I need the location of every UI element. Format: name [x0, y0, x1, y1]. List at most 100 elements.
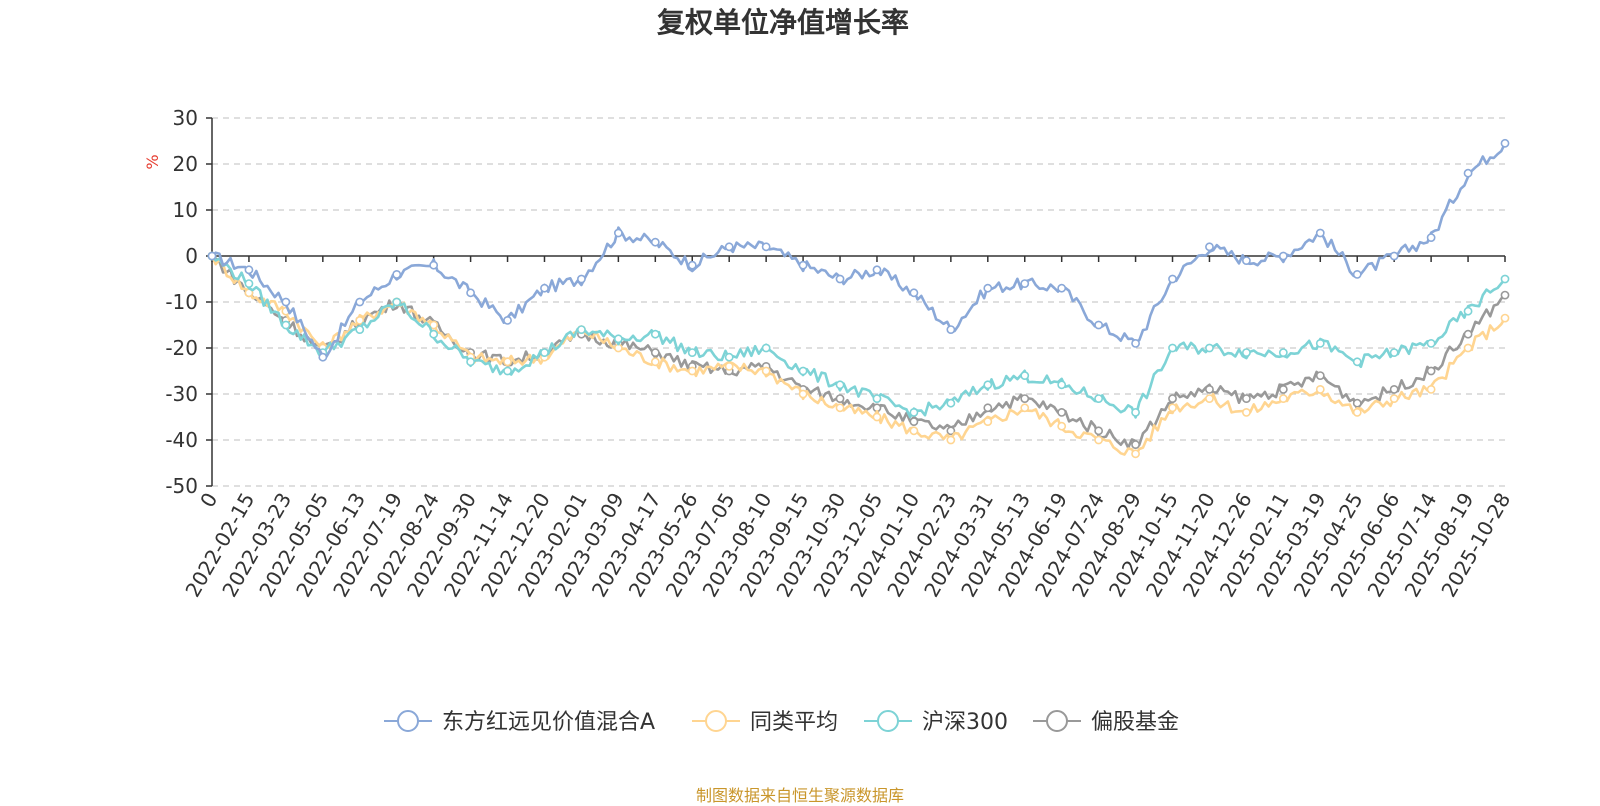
data-point: [1426, 366, 1436, 376]
data-point: [761, 366, 771, 376]
data-point: [687, 348, 697, 357]
data-point: [909, 417, 919, 426]
data-point: [540, 348, 549, 357]
data-point: [1389, 348, 1399, 357]
data-point: [613, 343, 623, 353]
data-point: [1352, 407, 1362, 417]
data-point: [1426, 338, 1436, 348]
data-point: [1242, 394, 1251, 403]
data-point: [1057, 421, 1067, 431]
data-point: [650, 329, 660, 339]
data-point: [1352, 269, 1362, 279]
data-point: [650, 348, 660, 357]
data-point: [650, 237, 660, 247]
data-point: [1315, 384, 1325, 394]
data-point: [1168, 343, 1177, 353]
data-point: [946, 426, 956, 436]
data-point: [1463, 168, 1473, 178]
y-tick-label: -30: [165, 382, 198, 406]
legend-marker: [1046, 710, 1068, 732]
data-point: [946, 435, 956, 445]
data-point: [761, 343, 771, 353]
data-point: [1168, 394, 1177, 403]
data-point: [983, 380, 993, 390]
chart-title: 复权单位净值增长率: [657, 6, 909, 39]
data-point: [1131, 440, 1140, 449]
data-point: [1205, 343, 1214, 353]
data-point: [577, 325, 586, 334]
data-point: [798, 389, 808, 399]
data-point: [355, 297, 365, 307]
data-point: [1500, 290, 1510, 300]
y-axis-label: %: [143, 154, 162, 169]
data-point: [835, 403, 845, 413]
data-point: [392, 297, 402, 307]
data-point: [1020, 371, 1030, 380]
data-point: [983, 417, 993, 426]
data-point: [1242, 407, 1251, 417]
data-point: [798, 366, 808, 376]
data-point: [1057, 407, 1067, 417]
data-point: [281, 320, 291, 330]
data-point: [1020, 394, 1030, 403]
data-point: [687, 260, 697, 270]
y-tick-label: -10: [165, 290, 198, 314]
y-tick-label: 10: [173, 198, 198, 222]
data-point: [798, 260, 808, 270]
series-line: [210, 255, 1507, 457]
data-point: [429, 320, 439, 330]
grid-lines: [212, 117, 1505, 487]
y-tick-label: 30: [173, 106, 198, 130]
data-point: [1168, 274, 1177, 284]
legend-label: 同类平均: [750, 710, 838, 735]
data-point: [1278, 384, 1288, 394]
data-point: [1020, 279, 1030, 288]
data-point: [355, 325, 365, 334]
data-point: [1389, 384, 1399, 394]
y-tick-label: 0: [185, 244, 198, 268]
data-point: [1094, 394, 1104, 403]
legend-marker: [877, 710, 899, 732]
data-point: [909, 426, 919, 436]
x-tick-label: 0: [195, 489, 222, 512]
data-point: [318, 352, 328, 362]
legend-label: 沪深300: [922, 710, 1008, 735]
data-point: [1352, 398, 1362, 408]
data-point: [392, 269, 402, 279]
data-point: [503, 366, 512, 376]
data-point: [835, 380, 845, 390]
data-point: [724, 361, 734, 371]
data-point: [1500, 138, 1510, 148]
axes: 3020100-10-20-30-40-5002022-02-152022-03…: [165, 106, 1515, 601]
data-source-note: 制图数据来自恒生聚源数据库: [695, 786, 904, 805]
data-point: [1463, 329, 1473, 339]
data-point: [1094, 435, 1104, 445]
data-point: [1352, 357, 1362, 367]
legend-marker: [705, 710, 727, 732]
data-point: [1057, 380, 1067, 390]
series-line: [211, 255, 1507, 419]
data-point: [1278, 394, 1288, 403]
legend-label: 东方红远见价值混合A: [442, 710, 655, 735]
data-point: [577, 274, 586, 284]
data-point: [946, 398, 956, 408]
data-point: [281, 297, 291, 307]
data-point: [724, 352, 734, 362]
data-point: [244, 279, 254, 288]
data-point: [429, 329, 439, 339]
data-point: [1426, 233, 1436, 242]
data-point: [1426, 384, 1436, 394]
legend: 东方红远见价值混合A 同类平均 沪深300 偏股基金: [384, 710, 1179, 735]
data-point: [1020, 403, 1030, 413]
data-point: [761, 242, 771, 252]
series-line: [211, 142, 1507, 358]
data-point: [946, 325, 956, 334]
data-point: [1094, 320, 1104, 330]
data-point: [207, 251, 217, 261]
data-point: [835, 394, 845, 403]
data-point: [466, 357, 475, 367]
data-point: [1315, 228, 1325, 238]
data-point: [1205, 394, 1214, 403]
data-point: [909, 288, 919, 298]
